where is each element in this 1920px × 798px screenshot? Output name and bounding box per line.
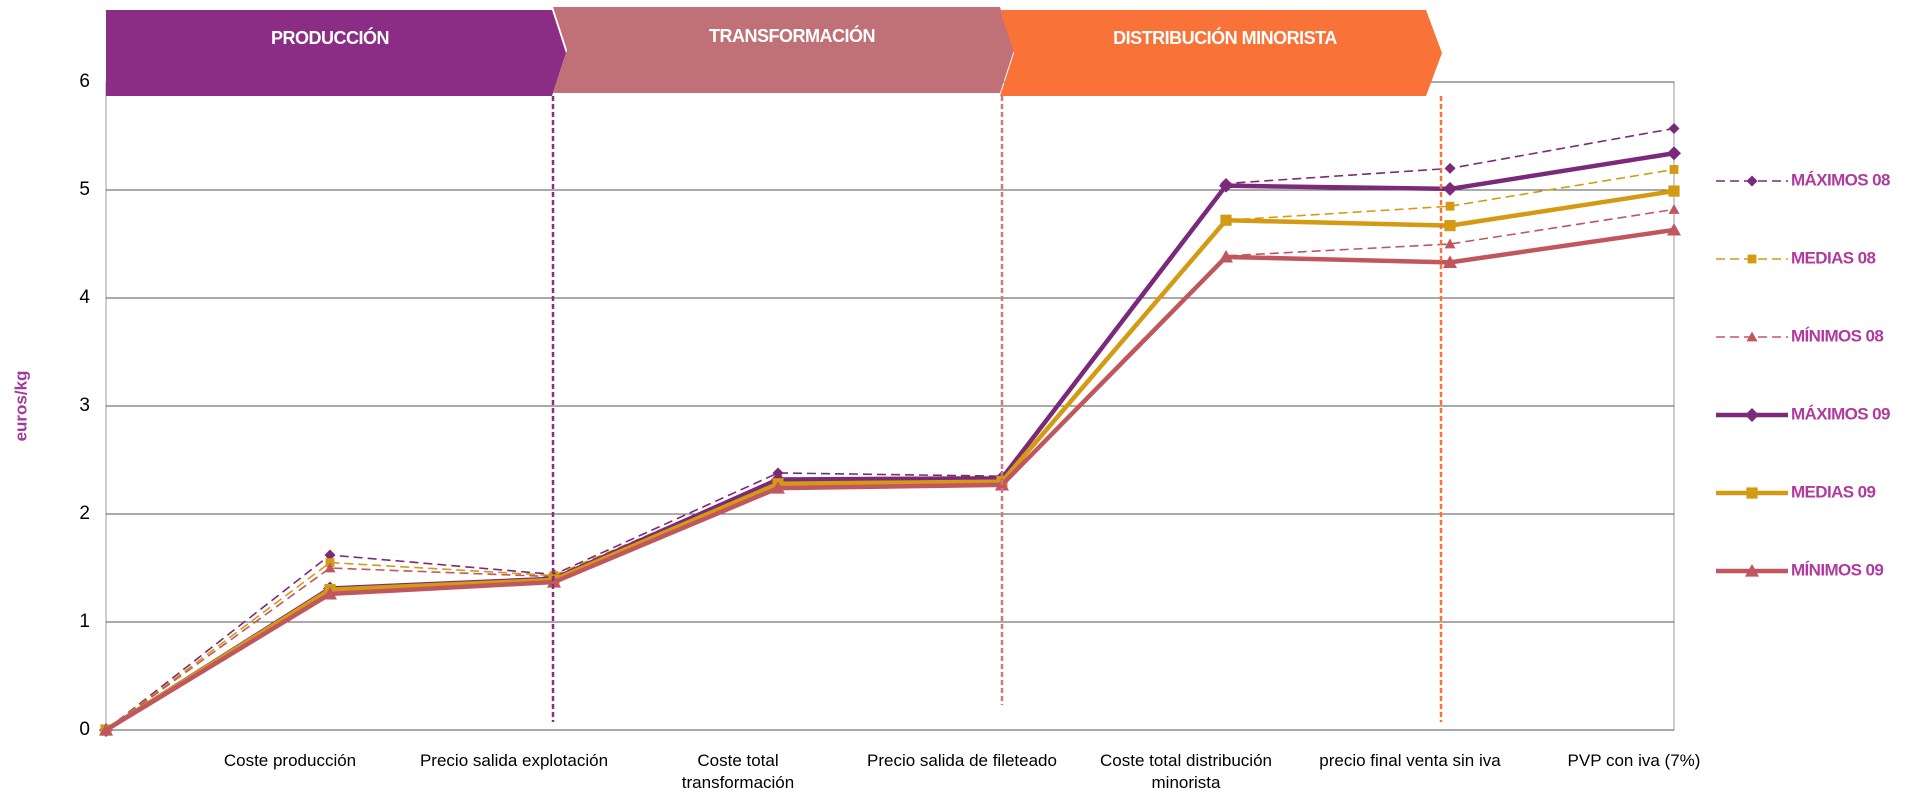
legend-label: MÍNIMOS 09	[1791, 560, 1883, 579]
stage-banner	[1000, 10, 1442, 96]
stage-label: DISTRIBUCIÓN MINORISTA	[1113, 27, 1337, 48]
marker	[1667, 222, 1681, 236]
x-tick-label: PVP con iva (7%)	[1567, 751, 1701, 770]
marker	[1445, 201, 1455, 211]
x-tick-label: Coste total distribución minorista	[1100, 751, 1272, 792]
y-tick-label: 3	[79, 395, 90, 416]
series-line	[104, 188, 1675, 732]
series-line	[104, 151, 1675, 732]
marker	[1668, 185, 1680, 197]
stage-label: TRANSFORMACIÓN	[709, 25, 875, 46]
marker	[1443, 255, 1457, 268]
legend-label: MEDIAS 08	[1791, 248, 1875, 267]
series-line	[105, 168, 1675, 731]
marker	[99, 723, 113, 736]
stage-banner	[553, 7, 1014, 93]
marker	[1668, 122, 1680, 134]
y-tick-label: 6	[79, 71, 90, 92]
x-tick-label: Coste producción	[223, 751, 357, 770]
series-line	[105, 208, 1675, 731]
marker	[1668, 203, 1680, 214]
legend-label: MÍNIMOS 08	[1791, 326, 1883, 345]
x-tick-label: Coste total transformación	[681, 751, 795, 792]
marker	[1667, 146, 1681, 161]
legend-label: MÁXIMOS 09	[1791, 404, 1890, 423]
marker	[1220, 214, 1232, 226]
marker	[1746, 175, 1758, 187]
y-axis-label: euros/kg	[11, 371, 30, 442]
marker	[1746, 331, 1758, 342]
marker	[323, 586, 337, 600]
y-tick-label: 0	[79, 719, 90, 740]
x-tick-label: Precio salida de fileteado	[867, 751, 1057, 770]
x-tick-label: Precio salida explotación	[419, 751, 609, 770]
marker	[1746, 487, 1758, 499]
marker	[1444, 220, 1456, 232]
marker	[547, 575, 561, 588]
marker	[1443, 181, 1457, 196]
y-tick-label: 1	[79, 611, 90, 632]
stage-label: PRODUCCIÓN	[271, 27, 389, 48]
marker	[1669, 165, 1679, 174]
legend-label: MEDIAS 09	[1791, 482, 1875, 501]
marker	[324, 562, 336, 573]
y-tick-label: 4	[79, 287, 90, 308]
marker	[324, 549, 336, 561]
marker	[1219, 178, 1233, 193]
marker	[1219, 249, 1233, 263]
marker	[1747, 254, 1757, 264]
y-tick-label: 2	[79, 503, 90, 524]
series-line	[104, 227, 1675, 732]
marker	[1444, 162, 1456, 174]
series-line	[105, 127, 1675, 731]
x-tick-label: precio final venta sin iva	[1319, 751, 1501, 770]
marker	[1745, 564, 1759, 577]
legend-label: MÁXIMOS 08	[1791, 170, 1890, 189]
marker	[1745, 408, 1759, 422]
marker	[1444, 238, 1456, 249]
marker	[771, 481, 785, 494]
stage-banner	[106, 10, 566, 96]
y-tick-label: 5	[79, 179, 90, 200]
